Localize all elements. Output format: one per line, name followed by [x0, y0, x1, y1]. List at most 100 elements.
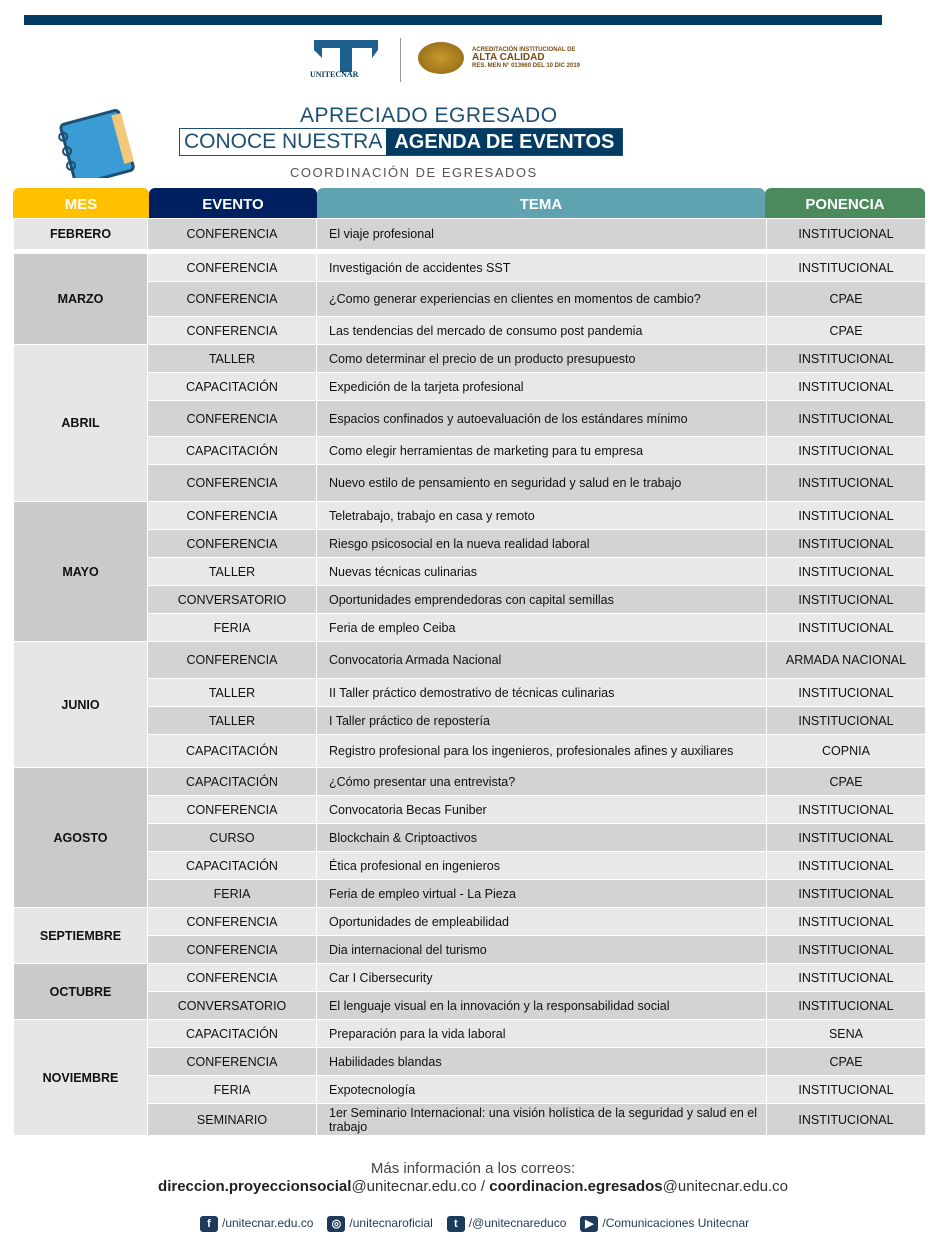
event-topic: El lenguaje visual en la innovación y la…: [317, 992, 767, 1020]
table-row: CONFERENCIA Nuevo estilo de pensamiento e…: [14, 465, 926, 502]
event-type: CONFERENCIA: [148, 936, 317, 964]
event-speaker: CPAE: [767, 317, 926, 345]
event-speaker: INSTITUCIONAL: [767, 401, 926, 437]
event-topic: Nuevo estilo de pensamiento en seguridad…: [317, 465, 767, 502]
social-label: /Comunicaciones Unitecnar: [602, 1216, 750, 1230]
event-topic: Ética profesional en ingenieros: [317, 852, 767, 880]
event-topic: Como determinar el precio de un producto…: [317, 345, 767, 373]
table-row: CONFERENCIA Convocatoria Becas Funiber INS…: [14, 796, 926, 824]
social-link[interactable]: t/@unitecnareduco: [446, 1216, 566, 1232]
youtube-icon: ▶: [580, 1216, 599, 1232]
event-type: CAPACITACIÓN: [148, 373, 317, 401]
table-row: CONVERSATORIO Oportunidades emprendedoras…: [14, 586, 926, 614]
event-type: TALLER: [148, 679, 317, 707]
event-speaker: INSTITUCIONAL: [767, 614, 926, 642]
social-link[interactable]: ▶/Comunicaciones Unitecnar: [580, 1216, 749, 1232]
notebook-icon: [58, 109, 135, 178]
event-topic: Las tendencias del mercado de consumo po…: [317, 317, 767, 345]
event-topic: Blockchain & Criptoactivos: [317, 824, 767, 852]
event-speaker: ARMADA NACIONAL: [767, 642, 926, 679]
event-type: CONVERSATORIO: [148, 992, 317, 1020]
event-speaker: INSTITUCIONAL: [767, 796, 926, 824]
header-mes: MES: [13, 188, 149, 218]
event-speaker: INSTITUCIONAL: [767, 373, 926, 401]
event-type: CONFERENCIA: [148, 219, 317, 250]
event-speaker: INSTITUCIONAL: [767, 558, 926, 586]
event-speaker: INSTITUCIONAL: [767, 465, 926, 502]
event-topic: Car I Cibersecurity: [317, 964, 767, 992]
email1-user[interactable]: direccion.proyeccionsocial: [158, 1178, 352, 1195]
table-row: SEMINARIO 1er Seminario Internacional: un…: [14, 1104, 926, 1136]
accreditation-line3: RES. MEN N° 013660 DEL 10 DIC 2019: [472, 63, 581, 69]
table-row: ABRIL TALLER Como determinar el precio de …: [14, 345, 926, 502]
accreditation-seal-icon: [418, 42, 464, 74]
accreditation-text: ACREDITACIÓN INSTITUCIONAL DE ALTA CALID…: [472, 46, 580, 70]
event-speaker: CPAE: [767, 768, 926, 796]
event-topic: Espacios confinados y autoevaluación de …: [317, 401, 767, 437]
table-row: CAPACITACIÓN Expedición de la tarjeta pro…: [14, 373, 926, 401]
event-speaker: INSTITUCIONAL: [767, 992, 926, 1020]
table-row: AGOSTO CAPACITACIÓN ¿Cómo presentar una en…: [14, 768, 926, 908]
event-type: CONVERSATORIO: [148, 586, 317, 614]
event-speaker: SENA: [767, 1020, 926, 1048]
facebook-icon: f: [200, 1216, 218, 1232]
event-speaker: COPNIA: [767, 735, 926, 768]
table-row: CONFERENCIA Las tendencias del mercado de…: [14, 317, 926, 345]
event-speaker: INSTITUCIONAL: [767, 530, 926, 558]
event-type: CONFERENCIA: [148, 530, 317, 558]
table-row: CONFERENCIA Habilidades blandas CPAE: [14, 1048, 926, 1076]
event-speaker: INSTITUCIONAL: [767, 345, 926, 373]
table-row: JUNIO CONFERENCIA Convocatoria Armada Naci…: [14, 642, 926, 768]
event-type: CONFERENCIA: [148, 254, 317, 282]
event-speaker: INSTITUCIONAL: [767, 824, 926, 852]
social-label: /unitecnaroficial: [349, 1216, 433, 1230]
title-part1: CONOCE NUESTRA: [184, 130, 383, 153]
table-row: CONFERENCIA Dia internacional del turismo…: [14, 936, 926, 964]
event-type: CONFERENCIA: [148, 908, 317, 936]
table-row: CAPACITACIÓN Como elegir herramientas de …: [14, 437, 926, 465]
event-speaker: INSTITUCIONAL: [767, 586, 926, 614]
table-row: FERIA Feria de empleo Ceiba INSTITUCIONAL: [14, 614, 926, 642]
logo-divider: [400, 38, 401, 82]
events-table: FEBRERO CONFERENCIA El viaje profesional IN…: [14, 219, 926, 1136]
logos: UNITECNAR ACREDITACIÓN INSTITUCIONAL DE …: [310, 36, 630, 86]
event-topic: Como elegir herramientas de marketing pa…: [317, 437, 767, 465]
social-link[interactable]: ◎/unitecnaroficial: [327, 1216, 433, 1232]
table-row: CONFERENCIA ¿Como generar experiencias en…: [14, 282, 926, 317]
table-row: CONFERENCIA Riesgo psicosocial en la nuev…: [14, 530, 926, 558]
email1-domain[interactable]: @unitecnar.edu.co: [351, 1178, 477, 1195]
event-topic: 1er Seminario Internacional: una visión …: [317, 1104, 767, 1136]
event-type: CAPACITACIÓN: [148, 437, 317, 465]
table-row: MARZO CONFERENCIA Investigación de acciden…: [14, 254, 926, 345]
social-link[interactable]: f/unitecnar.edu.co: [200, 1216, 313, 1232]
email2-domain[interactable]: @unitecnar.edu.co: [662, 1178, 788, 1195]
header-ponencia: PONENCIA: [765, 188, 925, 218]
accreditation-line1: ACREDITACIÓN INSTITUCIONAL DE: [472, 47, 576, 53]
month-cell: JUNIO: [14, 642, 148, 768]
month-cell: AGOSTO: [14, 768, 148, 908]
spacer: [14, 250, 926, 254]
event-topic: Investigación de accidentes SST: [317, 254, 767, 282]
month-cell: SEPTIEMBRE: [14, 908, 148, 964]
subtitle: COORDINACIÓN DE EGRESADOS: [290, 165, 538, 180]
table-row: FERIA Expotecnología INSTITUCIONAL: [14, 1076, 926, 1104]
event-type: CONFERENCIA: [148, 964, 317, 992]
event-type: CONFERENCIA: [148, 317, 317, 345]
instagram-icon: ◎: [327, 1216, 346, 1232]
event-topic: II Taller práctico demostrativo de técni…: [317, 679, 767, 707]
table-header: MES EVENTO TEMA PONENCIA: [13, 188, 925, 218]
month-cell: MAYO: [14, 502, 148, 642]
event-type: CONFERENCIA: [148, 1048, 317, 1076]
month-cell: ABRIL: [14, 345, 148, 502]
title-box: CONOCE NUESTRA AGENDA DE EVENTOS: [179, 128, 624, 156]
email2-user[interactable]: coordinacion.egresados: [489, 1178, 663, 1195]
table-row: TALLER Nuevas técnicas culinarias INSTITUC…: [14, 558, 926, 586]
event-topic: Expedición de la tarjeta profesional: [317, 373, 767, 401]
event-type: CONFERENCIA: [148, 401, 317, 437]
event-speaker: INSTITUCIONAL: [767, 852, 926, 880]
event-type: CONFERENCIA: [148, 502, 317, 530]
event-speaker: INSTITUCIONAL: [767, 437, 926, 465]
event-topic: Expotecnología: [317, 1076, 767, 1104]
event-topic: Nuevas técnicas culinarias: [317, 558, 767, 586]
